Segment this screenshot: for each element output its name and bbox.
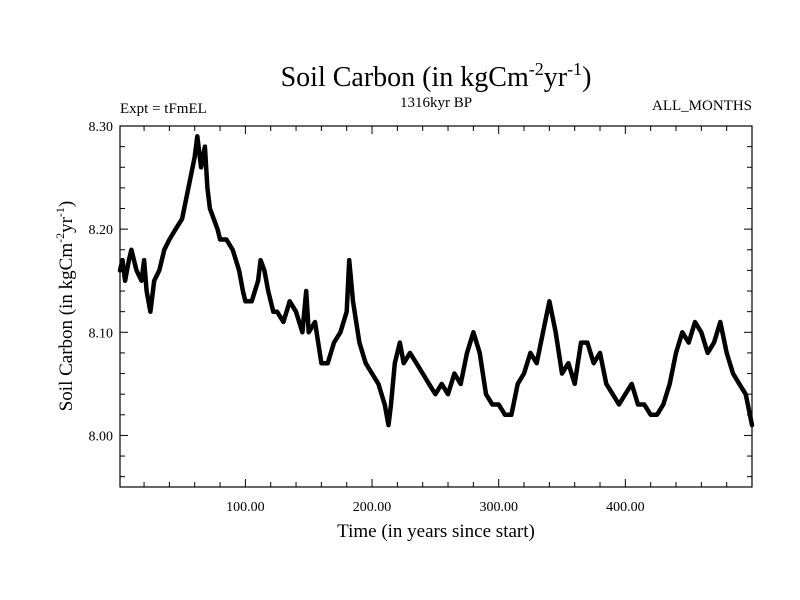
y-axis-label-end: ): [56, 201, 77, 207]
y-axis-label-sup1: -2: [53, 233, 67, 243]
y-tick-label: 8.00: [89, 429, 114, 444]
chart-title-end: ): [582, 62, 591, 93]
months-label: ALL_MONTHS: [652, 98, 752, 114]
y-axis-label: Soil Carbon (in kgCm-2yr-1): [53, 201, 77, 412]
y-tick-label: 8.10: [89, 326, 114, 341]
period-label: 1316kyr BP: [400, 95, 472, 111]
chart-title-main: Soil Carbon (in kgCm: [281, 62, 529, 93]
chart-title-mid: yr: [544, 62, 568, 93]
soil-carbon-series-line: [117, 134, 755, 428]
y-axis-label-sup2: -1: [53, 207, 67, 217]
experiment-label: Expt = tFmEL: [120, 101, 207, 117]
y-axis-label-main: Soil Carbon (in kgCm: [56, 243, 77, 412]
plot-area: [117, 134, 755, 428]
chart-title-sup2: -1: [567, 59, 582, 79]
x-axis-ticks: 100.00 200.00 300.00 400.00: [143, 126, 728, 515]
x-axis-label: Time (in years since start): [337, 521, 535, 542]
x-tick-label: 400.00: [606, 500, 645, 515]
chart-title: Soil Carbon (in kgCm-2yr-1): [281, 59, 592, 93]
x-tick-label: 300.00: [479, 500, 518, 515]
plot-frame: [119, 125, 753, 488]
y-axis-label-mid: yr: [56, 216, 77, 233]
y-tick-label: 8.30: [89, 120, 114, 135]
chart-title-sup1: -2: [529, 59, 544, 79]
y-axis-ticks: 8.00 8.10 8.20 8.30: [89, 120, 752, 478]
y-tick-label: 8.20: [89, 223, 114, 238]
x-tick-label: 200.00: [353, 500, 392, 515]
x-tick-label: 100.00: [226, 500, 265, 515]
